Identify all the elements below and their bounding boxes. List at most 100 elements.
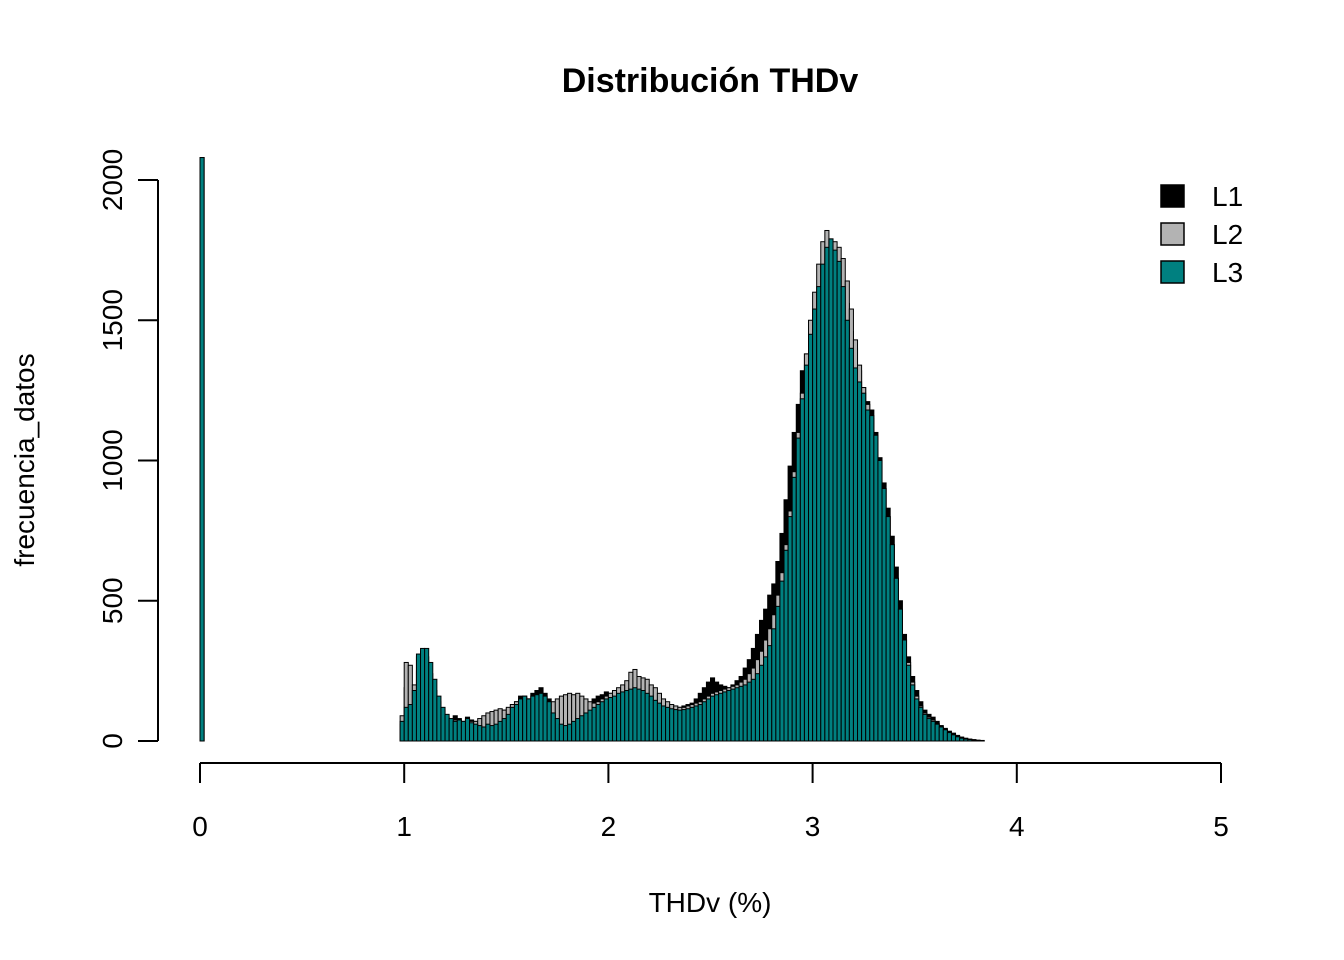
bar-L3 bbox=[497, 720, 503, 742]
bar-L3 bbox=[938, 726, 944, 742]
bar-L3 bbox=[505, 713, 511, 742]
chart-title: Distribución THDv bbox=[562, 62, 859, 100]
bar-L3 bbox=[840, 286, 846, 742]
bar-L3 bbox=[632, 687, 638, 742]
bar-L3 bbox=[673, 709, 679, 742]
bar-L3 bbox=[754, 673, 760, 742]
bar-L3 bbox=[889, 544, 895, 742]
bar-L3 bbox=[620, 691, 626, 742]
y-tick-label: 500 bbox=[97, 577, 128, 624]
x-tick-label: 5 bbox=[1213, 811, 1229, 842]
bar-L3 bbox=[726, 690, 732, 742]
bar-L3 bbox=[444, 713, 450, 742]
bar-L3 bbox=[452, 720, 458, 742]
bar-L3 bbox=[950, 734, 957, 742]
bar-L3 bbox=[718, 692, 724, 742]
bar-L3 bbox=[501, 718, 507, 742]
bar-L3 bbox=[799, 398, 805, 742]
bar-L3 bbox=[783, 549, 789, 742]
bar-L3 bbox=[750, 678, 756, 742]
bar-L3 bbox=[689, 706, 695, 742]
bar-L3 bbox=[787, 516, 793, 742]
x-tick-label: 2 bbox=[601, 811, 617, 842]
bar-L3 bbox=[893, 577, 899, 742]
bar-L3 bbox=[571, 720, 577, 742]
y-axis-label: frecuencia_datos bbox=[9, 353, 40, 566]
bar-L3 bbox=[767, 645, 773, 742]
bars-group bbox=[199, 157, 985, 742]
bar-L3 bbox=[644, 692, 650, 742]
axes-group: 0 1 2 3 4 5 0 500 1000 1500 2000 bbox=[97, 149, 1229, 842]
bar-L3 bbox=[852, 367, 859, 742]
bar-L3 bbox=[526, 698, 532, 742]
bar-L3 bbox=[722, 691, 728, 742]
bar-L3 bbox=[567, 723, 573, 742]
bar-L3 bbox=[759, 664, 765, 742]
bar-L3 bbox=[881, 488, 887, 742]
legend: L1 L2 L3 bbox=[1160, 181, 1243, 288]
bar-L3 bbox=[665, 706, 671, 742]
bar-L3 bbox=[415, 653, 422, 742]
bar-L3 bbox=[628, 688, 634, 742]
bar-L3 bbox=[955, 736, 961, 742]
bar-L3 bbox=[656, 702, 662, 742]
bar-L3 bbox=[554, 718, 560, 742]
bar-L3 bbox=[595, 704, 601, 742]
legend-swatch bbox=[1160, 260, 1185, 284]
y-tick-label: 0 bbox=[97, 733, 128, 749]
bar-L3 bbox=[428, 661, 434, 742]
bar-L3 bbox=[550, 712, 556, 742]
bar-L3 bbox=[587, 709, 593, 742]
bar-L3 bbox=[199, 157, 205, 742]
bar-L3 bbox=[509, 706, 515, 742]
legend-label: L1 bbox=[1212, 181, 1243, 212]
bar-L3 bbox=[861, 392, 867, 742]
bar-L3 bbox=[575, 718, 581, 742]
bar-L3 bbox=[513, 704, 520, 742]
legend-item-L1: L1 bbox=[1160, 181, 1243, 212]
bar-L3 bbox=[697, 704, 703, 742]
bar-L3 bbox=[844, 319, 850, 742]
bar-L3 bbox=[914, 698, 920, 742]
bar-L3 bbox=[910, 684, 916, 742]
bar-L3 bbox=[869, 415, 875, 742]
bar-L3 bbox=[485, 723, 491, 742]
bar-L3 bbox=[534, 694, 540, 742]
bar-L3 bbox=[407, 704, 413, 742]
bar-L3 bbox=[562, 725, 569, 742]
legend-item-L2: L2 bbox=[1160, 219, 1243, 250]
legend-swatch bbox=[1160, 184, 1185, 208]
bar-L3 bbox=[669, 708, 675, 742]
bar-L3 bbox=[624, 690, 630, 742]
bar-L3 bbox=[701, 701, 707, 742]
legend-label: L3 bbox=[1212, 257, 1243, 288]
x-tick-label: 3 bbox=[805, 811, 821, 842]
bar-L3 bbox=[824, 246, 830, 742]
bar-L3 bbox=[930, 720, 936, 742]
bar-L3 bbox=[865, 409, 871, 742]
bar-L3 bbox=[791, 476, 797, 742]
bar-L3 bbox=[959, 737, 965, 742]
bar-L3 bbox=[460, 720, 466, 742]
bar-L3 bbox=[469, 722, 475, 742]
bar-L3 bbox=[763, 656, 769, 742]
bar-L3 bbox=[828, 238, 834, 742]
bar-L3 bbox=[493, 723, 499, 742]
bar-L3 bbox=[885, 516, 891, 742]
bar-L3 bbox=[832, 249, 838, 742]
bar-L3 bbox=[542, 695, 548, 742]
bar-L3 bbox=[714, 694, 720, 742]
bar-L3 bbox=[906, 664, 912, 742]
bar-L3 bbox=[967, 739, 973, 742]
bar-L3 bbox=[734, 687, 740, 742]
bar-L3 bbox=[648, 695, 654, 742]
bar-L3 bbox=[583, 712, 589, 742]
bar-L3 bbox=[432, 678, 438, 742]
bar-L3 bbox=[546, 701, 552, 742]
bar-L3 bbox=[558, 723, 564, 742]
y-tick-label: 1500 bbox=[97, 289, 128, 351]
bar-L3 bbox=[705, 698, 711, 742]
x-tick-label: 0 bbox=[192, 811, 208, 842]
